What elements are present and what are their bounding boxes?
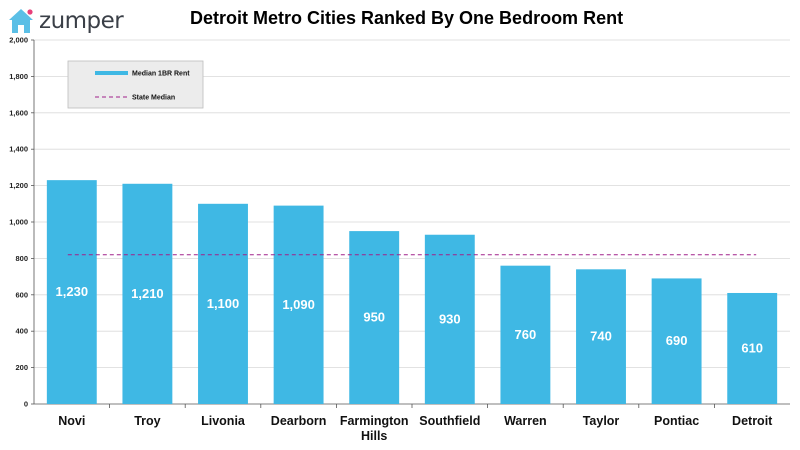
- data-label: 1,230: [56, 284, 89, 299]
- y-tick-label: 200: [15, 363, 28, 372]
- bar-troy: [122, 183, 173, 404]
- data-label: 610: [741, 340, 763, 355]
- bar-pontiac: [651, 278, 702, 404]
- bar-farmington-hills: [349, 231, 400, 404]
- zumper-logo: zumper: [6, 4, 124, 38]
- legend-box: [67, 60, 204, 109]
- category-label: Dearborn: [271, 414, 327, 428]
- legend: Median 1BR Rent State Median: [67, 60, 204, 109]
- category-label: Livonia: [201, 414, 246, 428]
- category-label: Pontiac: [654, 414, 699, 428]
- y-tick-label: 1,600: [9, 108, 28, 117]
- y-tick-label: 1,400: [9, 145, 28, 154]
- data-label: 930: [439, 311, 461, 326]
- data-label: 1,210: [131, 286, 164, 301]
- y-tick-label: 1,200: [9, 181, 28, 190]
- data-label: 690: [666, 333, 688, 348]
- chart-title: Detroit Metro Cities Ranked By One Bedro…: [190, 8, 624, 28]
- y-tick-label: 400: [15, 327, 28, 336]
- category-label: Taylor: [583, 414, 620, 428]
- category-labels: Novi Troy Livonia Dearborn Farmington Hills So…: [58, 414, 773, 443]
- legend-label-state-median: State Median: [132, 95, 175, 102]
- bar-warren: [500, 265, 551, 404]
- category-label: Warren: [504, 414, 547, 428]
- bar-novi: [46, 180, 97, 404]
- data-label: 760: [515, 327, 537, 342]
- category-label: Detroit: [732, 414, 773, 428]
- bar-taylor: [576, 269, 626, 404]
- data-label: 950: [363, 310, 385, 325]
- legend-label-median-rent: Median 1BR Rent: [132, 71, 190, 78]
- bar-detroit: [727, 292, 778, 404]
- data-label: 1,100: [207, 296, 240, 311]
- data-labels: 1,230 1,210 1,100 1,090 950 930 760 740 690 610: [56, 284, 764, 355]
- category-label: Novi: [58, 414, 85, 428]
- y-tick-labels: 0 200 400 600 800 1,000 1,200 1,400 1,600 1,800 2,…: [9, 36, 28, 409]
- data-label: 1,090: [282, 297, 315, 312]
- data-label: 740: [590, 329, 612, 344]
- bar-dearborn: [273, 205, 324, 404]
- category-label: Troy: [134, 414, 160, 428]
- y-tick-label: 1,000: [9, 218, 28, 227]
- category-label: Farmington Hills: [340, 414, 409, 443]
- logo-text: zumper: [39, 8, 124, 34]
- bar-southfield: [424, 234, 475, 404]
- y-tick-label: 800: [15, 254, 28, 263]
- category-label: Southfield: [419, 414, 480, 428]
- bars: [46, 180, 778, 404]
- y-tick-label: 600: [15, 290, 28, 299]
- y-tick-label: 1,800: [9, 72, 28, 81]
- y-tick-label: 0: [24, 400, 28, 409]
- bar-livonia: [198, 203, 248, 404]
- house-icon: [9, 9, 33, 33]
- y-tick-label: 2,000: [9, 36, 28, 45]
